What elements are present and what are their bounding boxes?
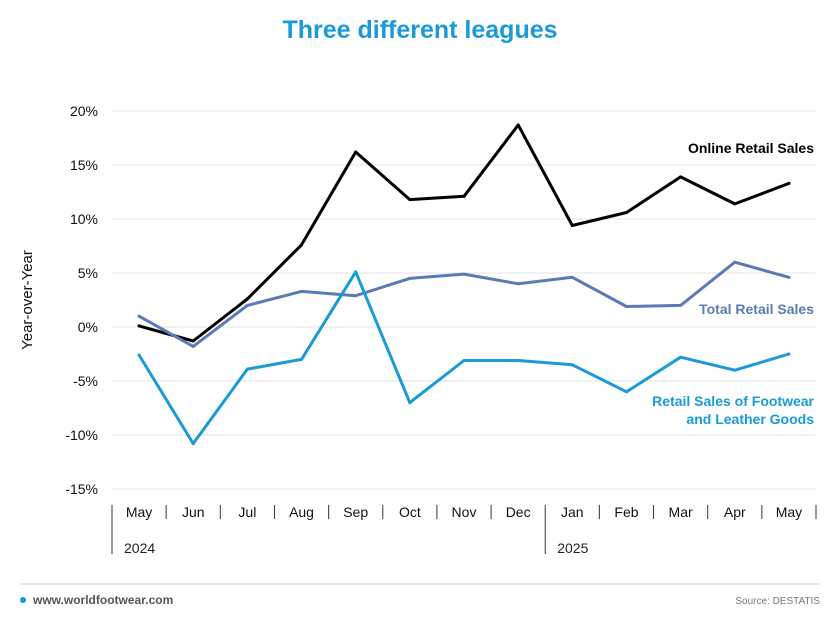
year-label: 2024: [124, 540, 155, 556]
y-tick-label: 15%: [70, 157, 98, 173]
data-point: [787, 352, 791, 356]
data-point: [354, 294, 358, 298]
y-tick-label: 10%: [70, 211, 98, 227]
x-tick-label: Jan: [561, 504, 584, 520]
y-tick-label: -15%: [65, 481, 98, 497]
data-point: [516, 282, 520, 286]
x-tick-label: May: [776, 504, 802, 520]
data-point: [462, 358, 466, 362]
x-tick-label: Feb: [614, 504, 638, 520]
x-tick-label: May: [126, 504, 152, 520]
y-tick-label: -5%: [73, 373, 98, 389]
data-point: [354, 150, 358, 154]
data-point: [462, 194, 466, 198]
grid: [112, 110, 816, 490]
data-point: [679, 175, 683, 179]
data-point: [300, 243, 304, 247]
data-point: [245, 303, 249, 307]
footer-website[interactable]: www.worldfootwear.com: [32, 593, 173, 607]
x-tick-label: Jul: [238, 504, 256, 520]
data-point: [300, 289, 304, 293]
x-tick-label: Oct: [399, 504, 421, 520]
series-labels: Online Retail Sales Total Retail Sales Ret…: [652, 140, 814, 427]
data-point: [245, 367, 249, 371]
data-point: [624, 211, 628, 215]
data-point: [787, 275, 791, 279]
data-point: [570, 363, 574, 367]
y-axis-label: Year-over-Year: [19, 250, 36, 350]
data-point: [191, 442, 195, 446]
data-point: [733, 202, 737, 206]
data-point: [408, 276, 412, 280]
data-point: [191, 344, 195, 348]
x-axis: May Jun Jul Aug Sep Oct Nov Dec Jan Feb Mar Apr May 2…: [111, 504, 817, 556]
year-label: 2025: [557, 540, 588, 556]
footer-source: Source: DESTATIS: [735, 596, 820, 607]
x-tick-label: Jun: [182, 504, 205, 520]
x-tick-label: Mar: [669, 504, 693, 520]
footer-bullet-icon: [20, 597, 26, 603]
series-line: [137, 123, 791, 343]
data-point: [733, 368, 737, 372]
data-point: [516, 123, 520, 127]
data-point: [516, 358, 520, 362]
series-label: Total Retail Sales: [699, 301, 814, 317]
y-tick-label: 5%: [78, 265, 98, 281]
data-point: [462, 272, 466, 276]
data-point: [300, 357, 304, 361]
y-axis-ticks: 20% 15% 10% 5% 0% -5% -10% -15%: [65, 103, 98, 497]
x-tick-label: Dec: [506, 504, 531, 520]
y-tick-label: -10%: [65, 427, 98, 443]
data-point: [137, 314, 141, 318]
series-lines: [137, 123, 791, 446]
x-tick-label: Aug: [289, 504, 314, 520]
x-tick-label: Nov: [452, 504, 477, 520]
data-point: [408, 401, 412, 405]
data-point: [137, 353, 141, 357]
data-point: [570, 275, 574, 279]
data-point: [570, 223, 574, 227]
data-point: [624, 390, 628, 394]
y-tick-label: 20%: [70, 103, 98, 119]
data-point: [191, 339, 195, 343]
y-tick-label: 0%: [78, 319, 98, 335]
data-point: [624, 304, 628, 308]
data-point: [408, 198, 412, 202]
series-label: Online Retail Sales: [688, 140, 814, 156]
x-tick-label: Sep: [343, 504, 368, 520]
chart-title: Three different leagues: [282, 16, 557, 44]
data-point: [137, 324, 141, 328]
series-label: and Leather Goods: [686, 411, 814, 427]
data-point: [787, 181, 791, 185]
series-label: Retail Sales of Footwear: [652, 393, 814, 409]
data-point: [679, 303, 683, 307]
data-point: [733, 260, 737, 264]
x-tick-label: Apr: [724, 504, 746, 520]
data-point: [354, 270, 358, 274]
data-point: [679, 355, 683, 359]
data-point: [245, 297, 249, 301]
